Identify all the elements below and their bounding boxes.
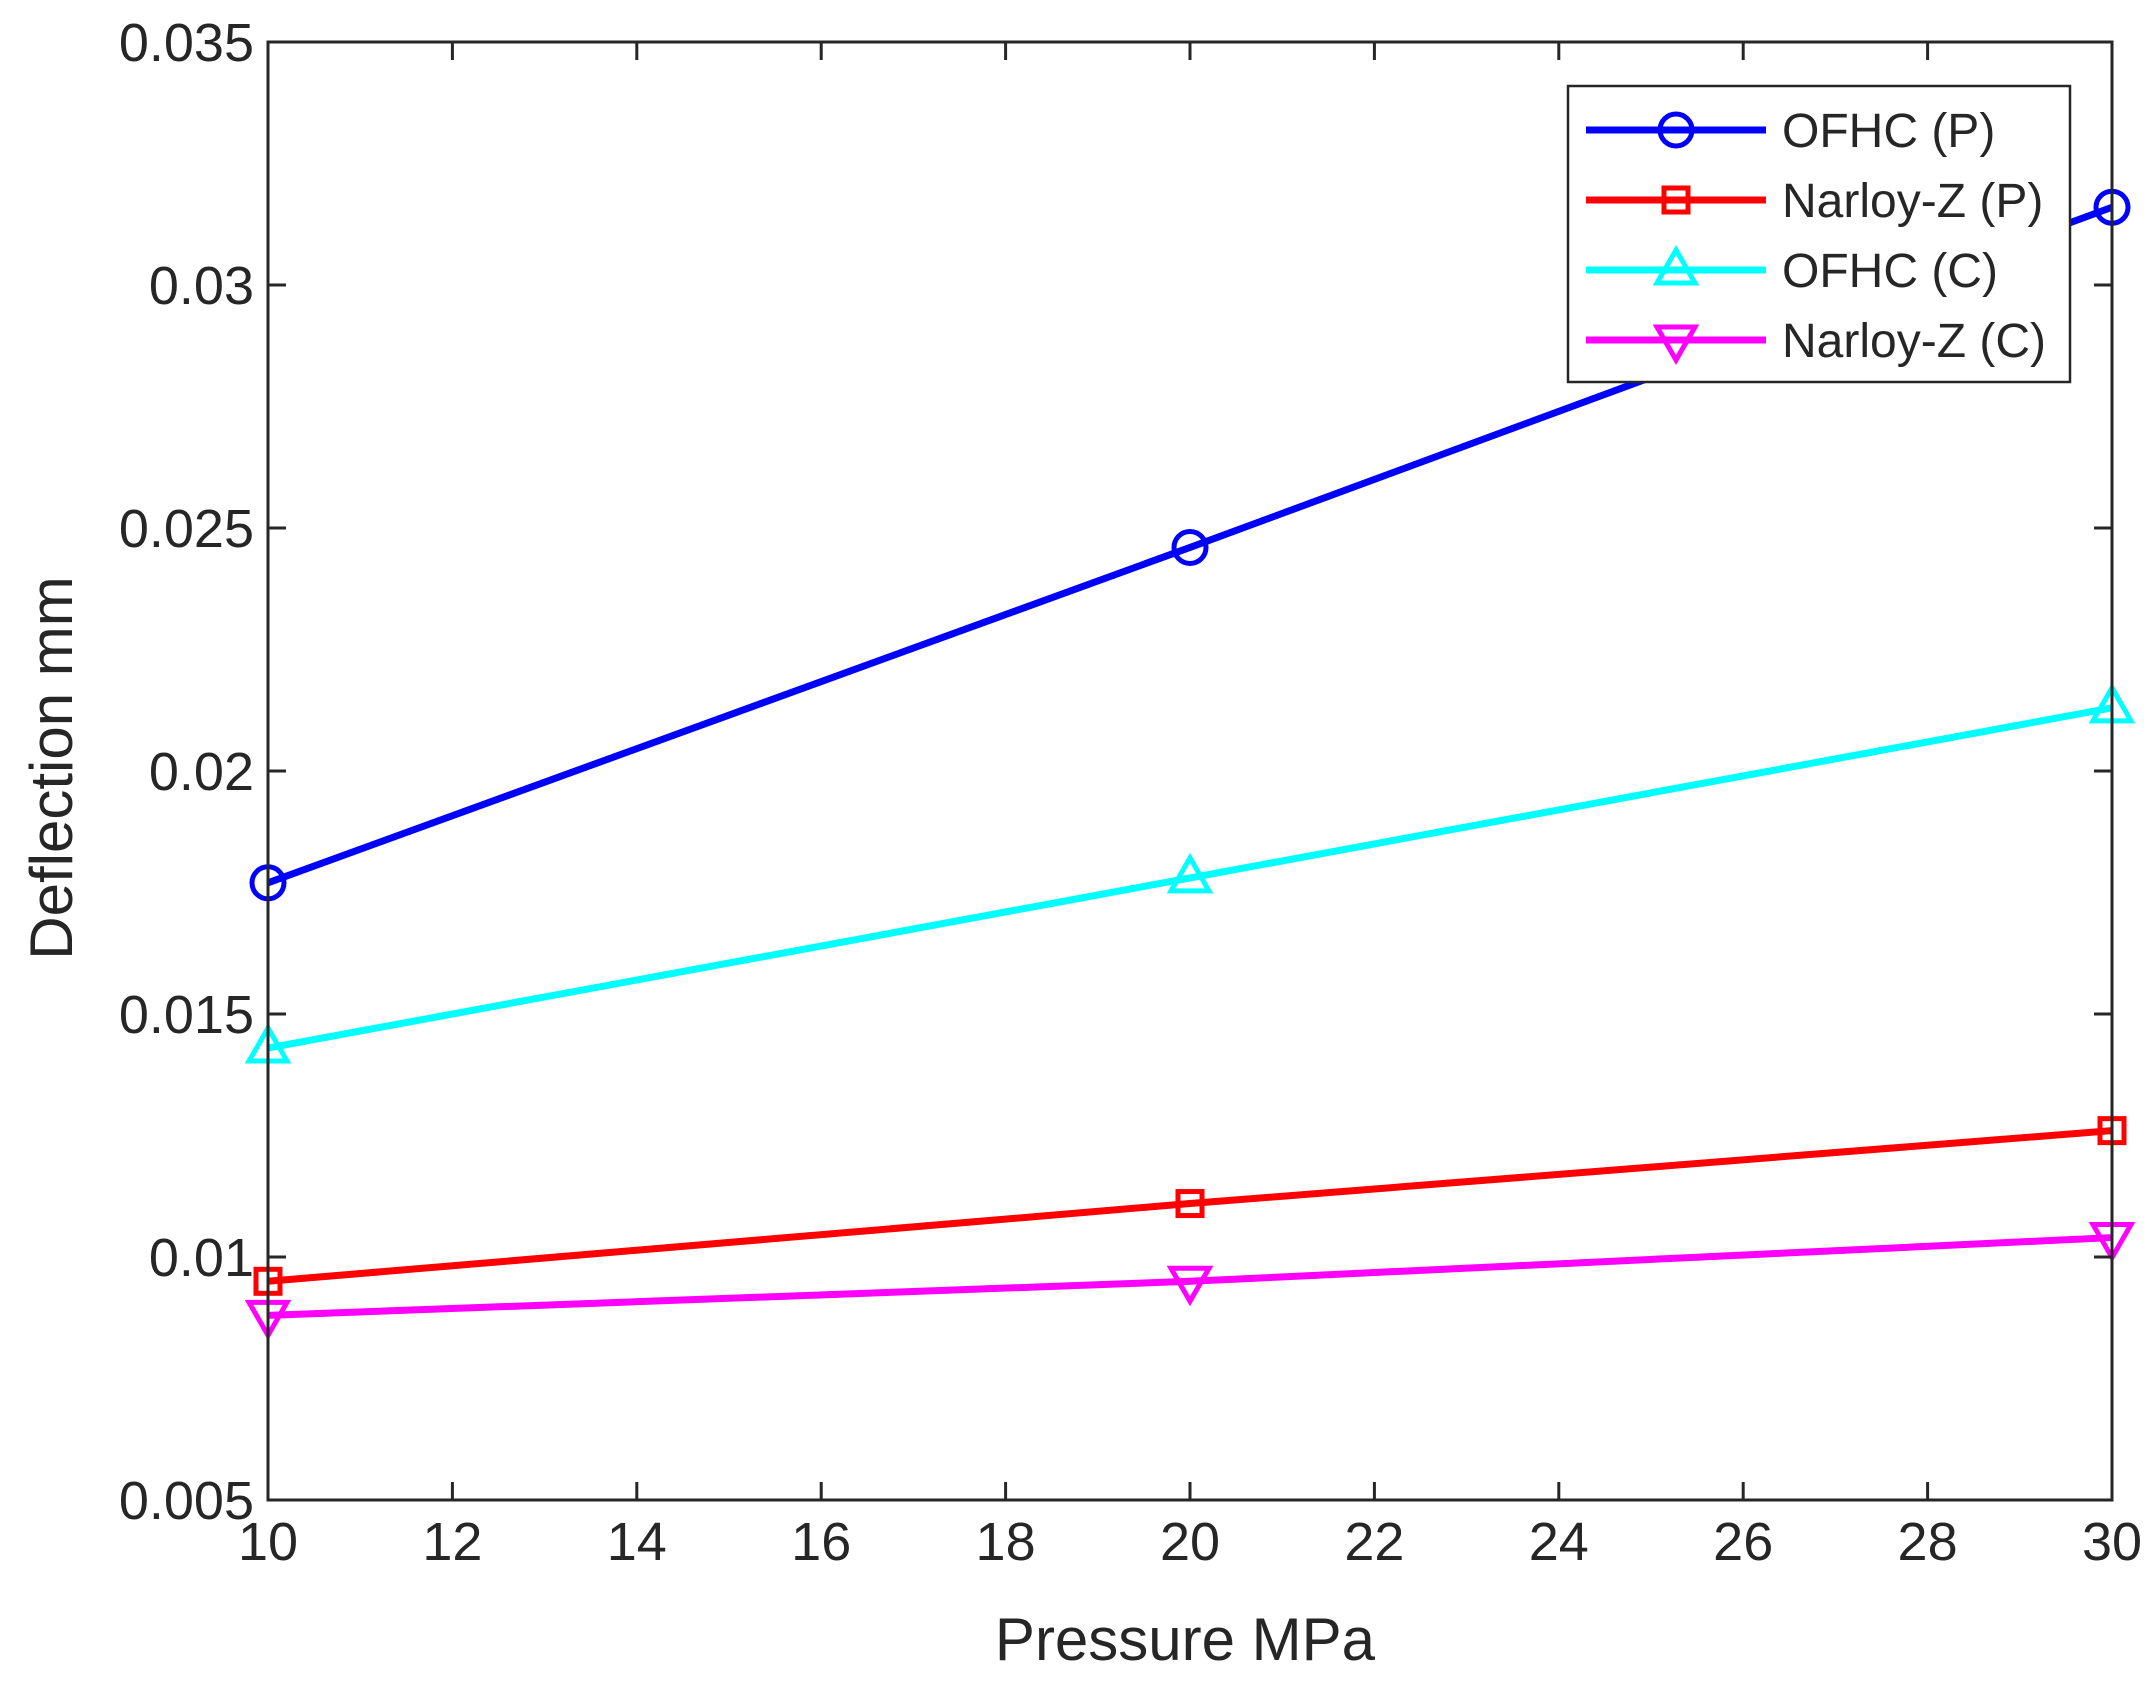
x-tick-label: 28 [1898,1512,1958,1572]
series-line [267,704,2113,1052]
x-tick-label: 16 [791,1512,851,1572]
ticks-layer: 10 12 14 16 18 20 22 24 26 28 30 0.005 0.01 0.015 0.02… [119,13,2142,1572]
legend-label: Narloy-Z (C) [1782,315,2046,368]
x-tick-label: 20 [1160,1512,1220,1572]
legend-label: OFHC (P) [1782,105,1995,158]
legend-entry-3: Narloy-Z (C) [1586,315,2046,368]
x-tick-label: 24 [1529,1512,1589,1572]
series-line [267,1127,2113,1285]
legend-box [1566,84,2072,384]
y-tick-label: 0.01 [149,1228,254,1288]
x-tick-label: 14 [607,1512,667,1572]
data-point-circle [1171,528,1209,566]
x-tick-label: 30 [2082,1512,2142,1572]
x-axis-label: Pressure MPa [995,1606,1376,1673]
legend-entry-1: Narloy-Z (P) [1586,175,2043,228]
data-point-square [1175,1189,1205,1219]
legend: OFHC (P) Narloy-Z (P) OFHC (C) Narloy-Z (C) [1566,84,2072,384]
legend-entry-2: OFHC (C) [1586,244,1998,298]
legend-marker-triangle-down [1652,324,1700,366]
y-tick-label: 0.015 [119,985,254,1045]
y-tick-label: 0.02 [149,742,254,802]
legend-entry-0: OFHC (P) [1586,105,1995,158]
legend-label: OFHC (C) [1782,245,1998,298]
series-line [267,1234,2113,1319]
legend-marker-circle [1657,111,1695,149]
legend-label: Narloy-Z (P) [1782,175,2043,228]
x-tick-label: 18 [976,1512,1036,1572]
y-axis-label: Deflection mm [18,576,85,959]
y-tick-label: 0.035 [119,13,254,73]
y-tick-label: 0.005 [119,1471,254,1531]
y-tick-label: 0.03 [149,256,254,316]
data-point-triangle-down [1166,1265,1214,1307]
x-tick-label: 22 [1344,1512,1404,1572]
x-tick-label: 12 [422,1512,482,1572]
legend-marker-square [1661,185,1691,215]
legend-marker-triangle-up [1652,244,1700,286]
x-tick-label: 26 [1713,1512,1773,1572]
x-tick-label: 10 [238,1512,298,1572]
data-point-triangle-up [1166,852,1214,894]
y-tick-label: 0.025 [119,499,254,559]
